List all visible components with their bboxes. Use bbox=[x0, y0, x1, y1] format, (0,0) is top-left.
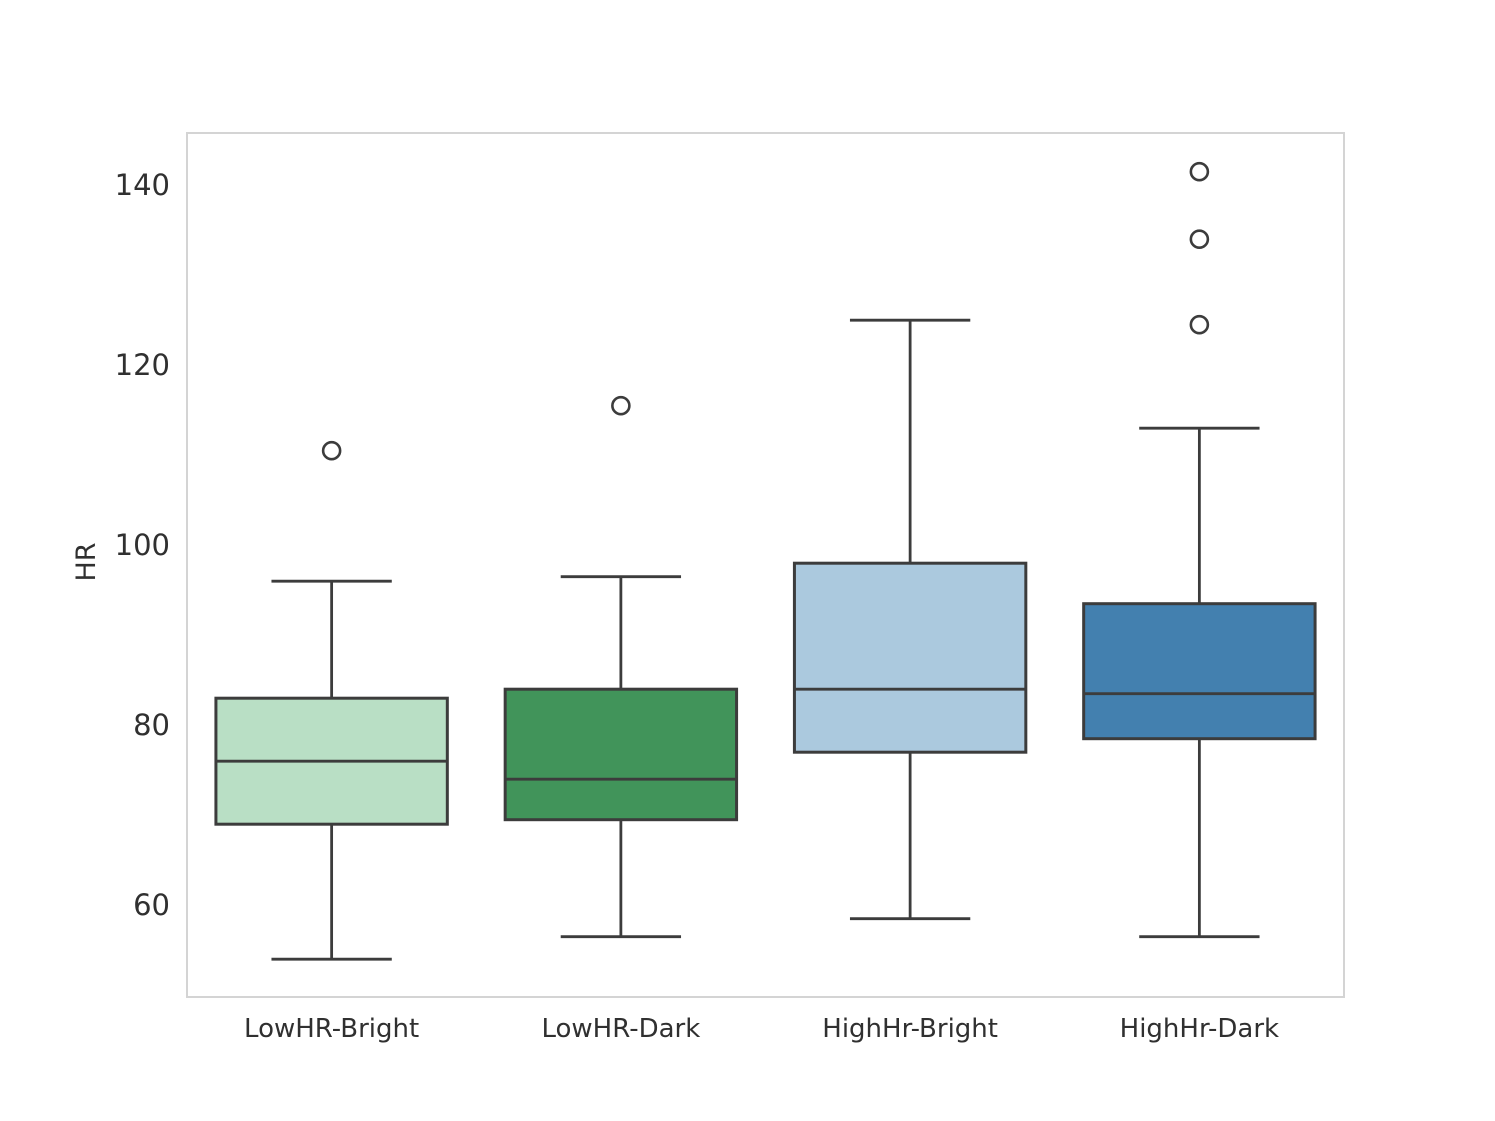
x-category-label-highhr-dark: HighHr-Dark bbox=[1120, 1014, 1279, 1044]
plot-frame bbox=[186, 132, 1345, 998]
y-tick-label-100: 100 bbox=[115, 528, 170, 562]
boxplot-lowhr-bright bbox=[214, 440, 449, 961]
y-tick-label-120: 120 bbox=[115, 348, 170, 382]
boxplot-highhr-dark bbox=[1082, 161, 1317, 939]
outlier-highhr-dark-1 bbox=[1189, 229, 1210, 249]
x-category-labels: LowHR-Bright LowHR-Dark HighHr-Bright HighH… bbox=[244, 1014, 1279, 1044]
y-tick-label-80: 80 bbox=[133, 708, 170, 742]
iqr-box-highhr-dark bbox=[1082, 602, 1317, 741]
x-category-label-highhr-bright: HighHr-Bright bbox=[822, 1014, 998, 1044]
outlier-highhr-dark-0 bbox=[1189, 161, 1210, 182]
boxplot-highhr-bright bbox=[792, 318, 1028, 921]
y-axis-title: HR bbox=[71, 542, 102, 581]
x-category-label-lowhr-bright: LowHR-Bright bbox=[244, 1014, 419, 1044]
iqr-box-lowhr-dark bbox=[503, 687, 739, 822]
boxplot-lowhr-dark bbox=[503, 395, 739, 939]
x-category-label-lowhr-dark: LowHR-Dark bbox=[541, 1014, 700, 1044]
y-tick-labels: 60 80 100 120 140 bbox=[115, 168, 170, 922]
y-tick-label-60: 60 bbox=[133, 888, 170, 922]
boxes bbox=[214, 161, 1317, 961]
outlier-lowhr-bright-0 bbox=[321, 440, 342, 461]
iqr-box-highhr-bright bbox=[792, 561, 1028, 754]
outlier-lowhr-dark-0 bbox=[611, 395, 631, 416]
outlier-highhr-dark-2 bbox=[1189, 314, 1210, 335]
y-tick-label-140: 140 bbox=[115, 168, 170, 202]
